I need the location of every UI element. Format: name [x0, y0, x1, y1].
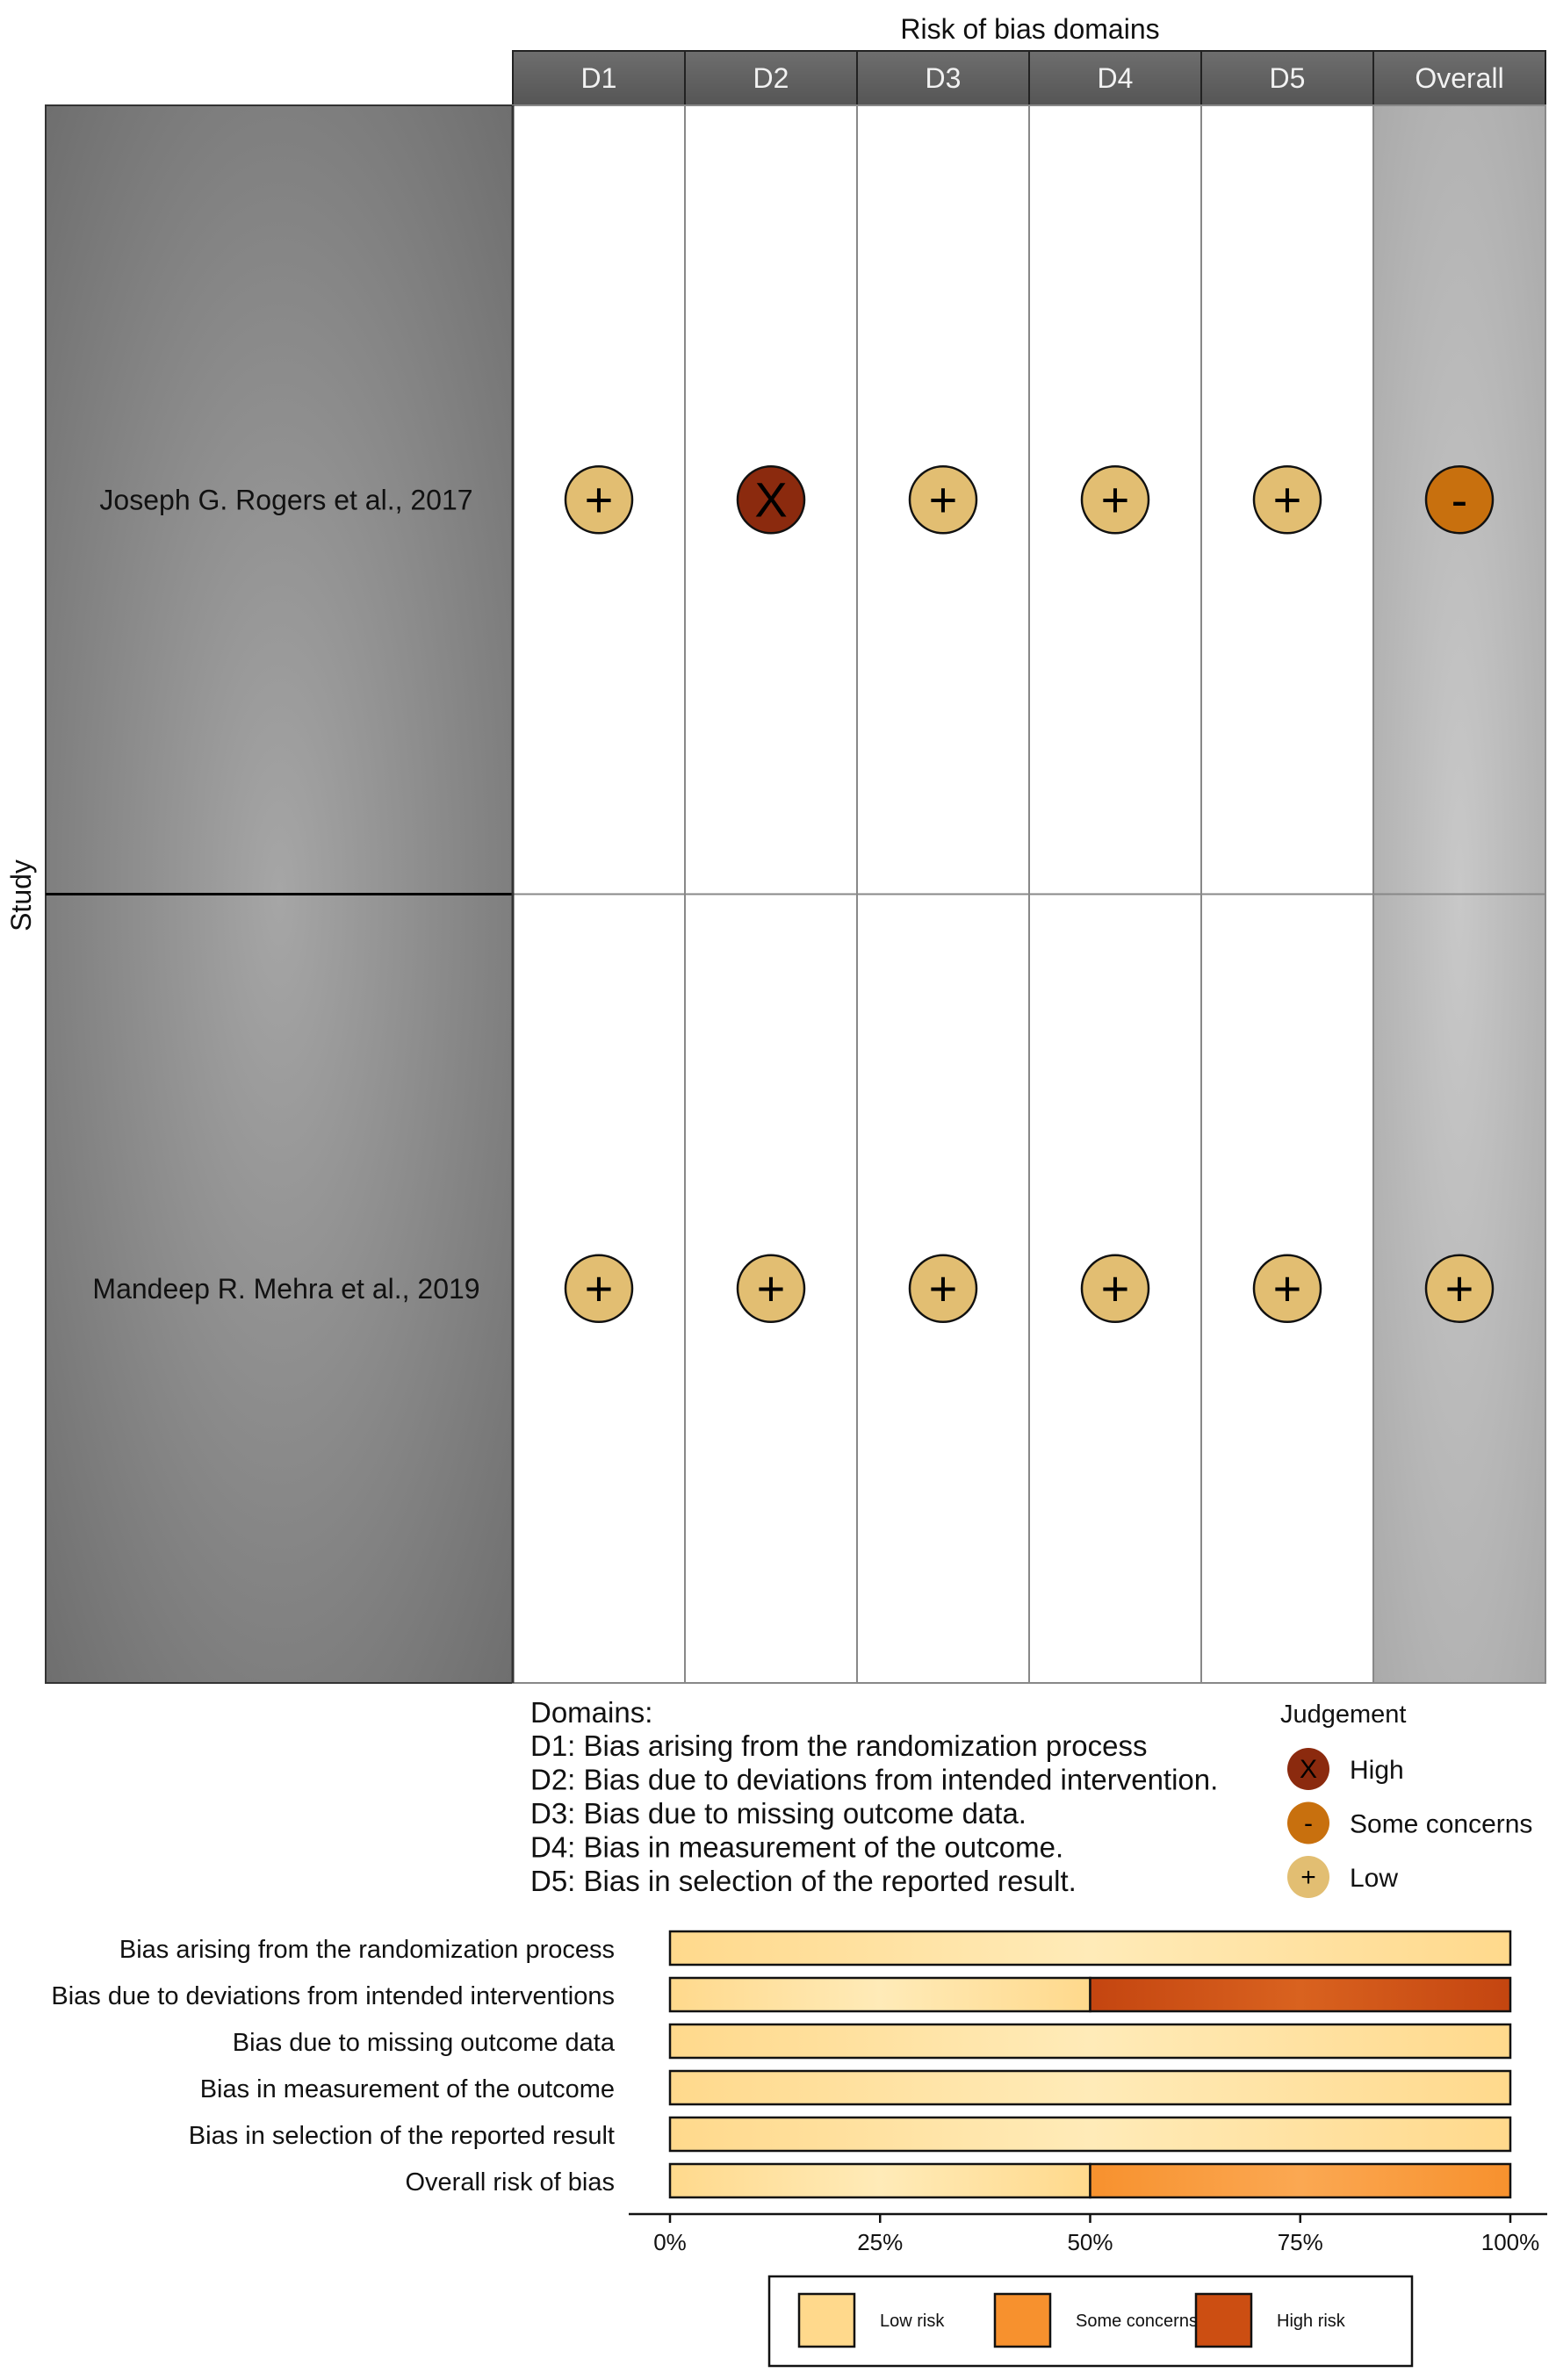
bar-segment-low-risk — [668, 1976, 1091, 2013]
judgement-grid: + X + + + - + + + + + + — [511, 104, 1546, 1684]
x-tick-label: 25% — [857, 2229, 903, 2255]
bar-legend-label: High risk — [1277, 2312, 1346, 2331]
judgement-symbol: + — [929, 471, 958, 527]
judgement-symbol: + — [1273, 1261, 1302, 1316]
study-label: Mandeep R. Mehra et al., 2019 — [92, 1273, 479, 1305]
legend-symbol: + — [1300, 1863, 1316, 1892]
bar-category-labels: Bias arising from the randomization proc… — [51, 1936, 615, 2197]
domain-descriptions: Domains: D1: Bias arising from the rando… — [530, 1696, 1218, 1897]
legend-label: High — [1350, 1756, 1404, 1785]
bar-x-axis: 0% 25% 50% 75% 100% — [629, 2212, 1547, 2255]
bar-legend-some-concerns-swatch — [993, 2292, 1052, 2348]
column-header-label: D3 — [926, 62, 962, 94]
judgement-symbol: + — [585, 1261, 614, 1316]
bar-category-label: Bias due to deviations from intended int… — [51, 1982, 615, 2010]
judgement-symbol: + — [585, 471, 614, 527]
column-header-label: D1 — [581, 62, 617, 94]
judgement-low-circle — [1424, 1254, 1495, 1323]
judgement-legend: Judgement X High - Some concerns + Low — [1280, 1701, 1532, 1898]
bar-category-label: Overall risk of bias — [405, 2168, 615, 2197]
judgement-low-circle — [1080, 465, 1150, 535]
judgement-symbol: + — [1445, 1261, 1474, 1316]
legend-low-swatch — [1287, 1856, 1329, 1898]
judgement-symbol: X — [754, 471, 787, 527]
column-header-d2 — [684, 50, 858, 106]
bar-segment-low-risk — [668, 2069, 1512, 2106]
bar-category-label: Bias in measurement of the outcome — [200, 2075, 615, 2103]
judgement-legend-title: Judgement — [1280, 1701, 1407, 1729]
judgement-high-circle — [736, 465, 806, 535]
judgement-symbol: + — [929, 1261, 958, 1316]
judgement-low-circle — [908, 1254, 978, 1323]
column-header-label: D5 — [1270, 62, 1306, 94]
judgement-symbol: - — [1452, 471, 1468, 527]
column-header-label: Overall — [1415, 62, 1503, 94]
bar-segment-low-risk — [668, 2116, 1512, 2153]
bar-segment-low-risk — [668, 1930, 1512, 1967]
judgement-low-circle — [1252, 465, 1322, 535]
bar-legend: Low risk Some concerns High risk — [767, 2275, 1414, 2368]
study-label-panel: Joseph G. Rogers et al., 2017 Mandeep R. … — [45, 104, 514, 1684]
judgement-symbol: + — [1273, 471, 1302, 527]
legend-label: Low — [1350, 1864, 1398, 1893]
bar-legend-high-risk-swatch — [1194, 2292, 1253, 2348]
legend-symbol: X — [1300, 1755, 1317, 1784]
bar-category-label: Bias in selection of the reported result — [189, 2122, 615, 2150]
bar-legend-box — [767, 2275, 1414, 2368]
domain-description: D5: Bias in selection of the reported re… — [530, 1865, 1077, 1897]
legend-high-swatch — [1287, 1748, 1329, 1790]
traffic-light-plot: Risk of bias domains D1 D2 D3 D4 D5 Overall J… — [5, 13, 1546, 1684]
domain-description: D2: Bias due to deviations from intended… — [530, 1764, 1218, 1796]
judgement-legend-items: X High - Some concerns + Low — [1287, 1748, 1532, 1898]
legend-some-concerns-swatch — [1287, 1801, 1329, 1844]
summary-bar-chart: Bias arising from the randomization proc… — [51, 1930, 1547, 2368]
bar-category-label: Bias arising from the randomization proc… — [119, 1936, 615, 1964]
domain-description: D1: Bias arising from the randomization … — [530, 1729, 1147, 1762]
x-tick-label: 100% — [1481, 2229, 1540, 2255]
domain-description: D4: Bias in measurement of the outcome. — [530, 1831, 1063, 1864]
x-tick-label: 0% — [653, 2229, 687, 2255]
column-header-label: D4 — [1098, 62, 1134, 94]
judgement-low-circle — [1252, 1254, 1322, 1323]
judgement-low-circle — [564, 465, 634, 535]
domains-axis-title: Risk of bias domains — [900, 13, 1159, 45]
x-tick-label: 75% — [1278, 2229, 1323, 2255]
bar-rows — [668, 1930, 1512, 2199]
domain-description: D3: Bias due to missing outcome data. — [530, 1797, 1027, 1830]
bar-legend-low-risk-swatch — [797, 2292, 856, 2348]
judgement-low-circle — [908, 465, 978, 535]
column-header-d1 — [512, 50, 686, 106]
bar-segment-low-risk — [668, 2162, 1091, 2199]
bar-segment-low-risk — [668, 2023, 1512, 2060]
study-axis-title: Study — [5, 859, 37, 931]
domain-column-headers: D1 D2 D3 D4 D5 Overall — [512, 50, 1546, 106]
domain-list: D1: Bias arising from the randomization … — [530, 1729, 1218, 1897]
x-tick-label: 50% — [1067, 2229, 1113, 2255]
judgement-symbol: + — [1101, 1261, 1130, 1316]
column-header-d3 — [856, 50, 1030, 106]
legend-label: Some concerns — [1350, 1810, 1532, 1839]
judgement-low-circle — [1080, 1254, 1150, 1323]
domains-heading: Domains: — [530, 1696, 652, 1729]
judgement-low-circle — [736, 1254, 806, 1323]
judgement-low-circle — [564, 1254, 634, 1323]
judgement-symbol: + — [757, 1261, 786, 1316]
bar-segment-high-risk — [1089, 1976, 1512, 2013]
legend-symbol: - — [1304, 1809, 1313, 1838]
bar-legend-label: Some concerns — [1076, 2312, 1198, 2331]
column-header-label: D2 — [753, 62, 789, 94]
bar-legend-label: Low risk — [880, 2312, 945, 2331]
bar-category-label: Bias due to missing outcome data — [233, 2029, 616, 2057]
judgement-symbol: + — [1101, 471, 1130, 527]
judgement-some-concerns-circle — [1424, 465, 1495, 535]
bar-segment-some-concerns — [1089, 2162, 1512, 2199]
study-label: Joseph G. Rogers et al., 2017 — [99, 484, 472, 515]
column-header-overall — [1372, 50, 1546, 106]
